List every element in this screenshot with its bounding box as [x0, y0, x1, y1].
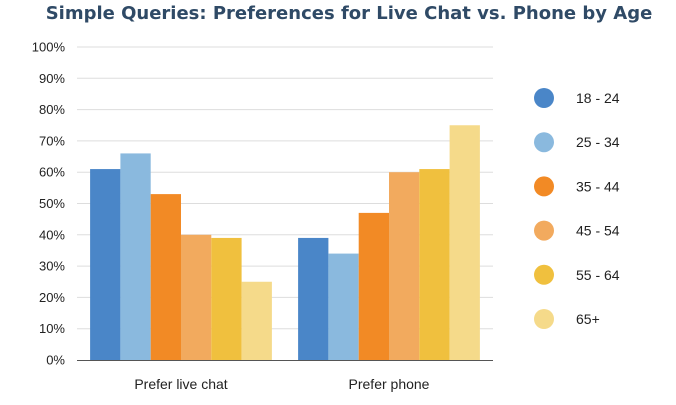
legend-marker	[534, 220, 554, 241]
legend-marker	[534, 309, 554, 329]
bar	[211, 237, 242, 360]
y-tick-label: 100%	[32, 40, 66, 55]
bar	[241, 281, 272, 360]
y-tick-label: 60%	[39, 165, 65, 180]
legend-label: 55 - 64	[576, 267, 620, 283]
chart-title: Simple Queries: Preferences for Live Cha…	[46, 3, 653, 24]
legend-label: 35 - 44	[576, 178, 620, 194]
bar	[358, 212, 389, 360]
bar	[449, 125, 480, 360]
legend-label: 65+	[576, 311, 600, 327]
y-tick-label: 20%	[39, 290, 65, 305]
y-tick-label: 40%	[39, 227, 65, 242]
y-tick-label: 0%	[46, 353, 65, 368]
x-category-label: Prefer live chat	[134, 376, 227, 392]
bar	[328, 253, 359, 360]
y-tick-label: 70%	[39, 133, 65, 148]
bar	[181, 234, 212, 360]
y-tick-label: 90%	[39, 71, 65, 86]
legend-marker	[534, 132, 554, 153]
y-tick-label: 30%	[39, 259, 65, 274]
bar	[389, 172, 420, 360]
bar	[150, 194, 181, 360]
legend-label: 25 - 34	[576, 134, 620, 150]
y-axis-tick-labels: 0% 10% 20% 30% 40% 50% 60% 70% 80% 90% 100%	[32, 40, 66, 368]
bar	[90, 169, 121, 360]
legend-marker	[534, 88, 554, 108]
bar	[298, 237, 329, 360]
x-axis-category-labels: Prefer live chat Prefer phone	[134, 376, 429, 392]
legend: 18 - 24 25 - 34 35 - 44 45 - 54 55 - 64 65+	[534, 88, 620, 329]
bar	[419, 169, 450, 360]
legend-label: 45 - 54	[576, 223, 620, 239]
legend-marker	[534, 264, 554, 285]
bar	[120, 153, 151, 360]
legend-label: 18 - 24	[576, 90, 620, 106]
y-tick-label: 10%	[39, 321, 65, 336]
y-tick-label: 50%	[39, 196, 65, 211]
x-category-label: Prefer phone	[349, 376, 430, 392]
legend-marker	[534, 176, 554, 197]
y-tick-label: 80%	[39, 102, 65, 117]
bars	[90, 125, 480, 360]
